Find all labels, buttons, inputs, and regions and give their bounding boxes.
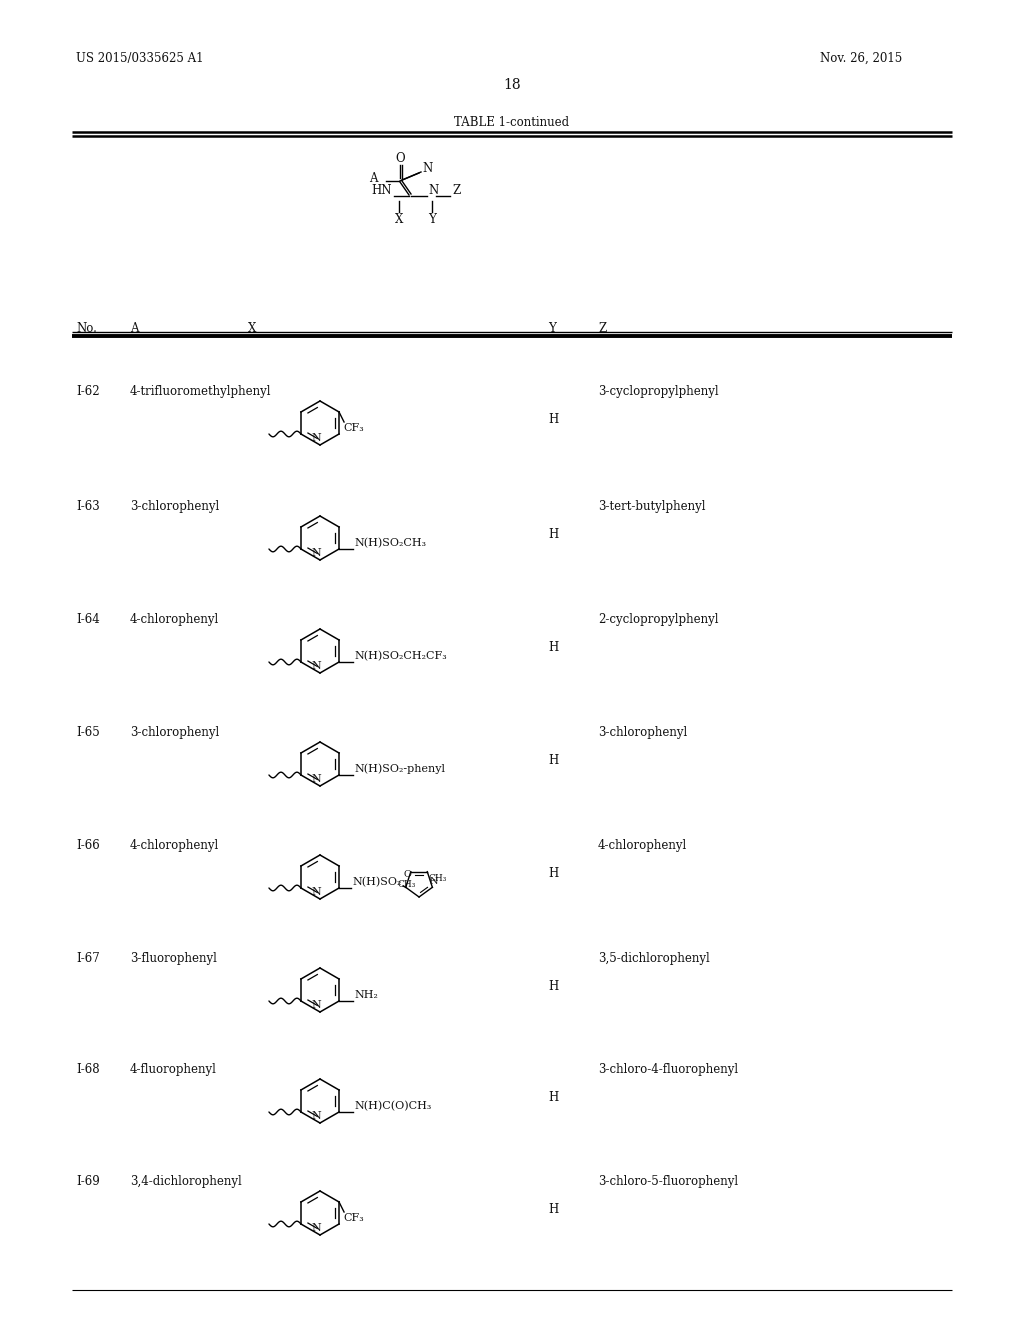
- Text: A: A: [130, 322, 138, 335]
- Text: I-66: I-66: [76, 840, 99, 851]
- Text: 3-chlorophenyl: 3-chlorophenyl: [130, 726, 219, 739]
- Text: Y: Y: [548, 322, 556, 335]
- Text: N: N: [422, 161, 432, 174]
- Text: I-65: I-65: [76, 726, 99, 739]
- Text: Z: Z: [452, 185, 460, 198]
- Text: Z: Z: [598, 322, 606, 335]
- Text: 3,4-dichlorophenyl: 3,4-dichlorophenyl: [130, 1175, 242, 1188]
- Text: H: H: [548, 1092, 558, 1104]
- Text: O: O: [395, 152, 404, 165]
- Text: 18: 18: [503, 78, 521, 92]
- Text: Nov. 26, 2015: Nov. 26, 2015: [820, 51, 902, 65]
- Text: 4-chlorophenyl: 4-chlorophenyl: [130, 612, 219, 626]
- Text: X: X: [395, 213, 403, 226]
- Text: O: O: [403, 870, 412, 879]
- Text: N: N: [428, 185, 438, 198]
- Text: 4-chlorophenyl: 4-chlorophenyl: [130, 840, 219, 851]
- Text: N(H)SO₂: N(H)SO₂: [352, 876, 401, 887]
- Text: I-69: I-69: [76, 1175, 99, 1188]
- Text: Y: Y: [428, 213, 436, 226]
- Text: A: A: [370, 172, 378, 185]
- Text: I-63: I-63: [76, 500, 99, 513]
- Text: N: N: [311, 887, 321, 898]
- Text: H: H: [548, 528, 558, 541]
- Text: 4-fluorophenyl: 4-fluorophenyl: [130, 1063, 217, 1076]
- Text: 3-chloro-5-fluorophenyl: 3-chloro-5-fluorophenyl: [598, 1175, 738, 1188]
- Text: 3,5-dichlorophenyl: 3,5-dichlorophenyl: [598, 952, 710, 965]
- Text: CH₃: CH₃: [428, 874, 446, 883]
- Text: I-67: I-67: [76, 952, 99, 965]
- Text: N(H)C(O)CH₃: N(H)C(O)CH₃: [354, 1101, 431, 1111]
- Text: 3-fluorophenyl: 3-fluorophenyl: [130, 952, 217, 965]
- Text: I-62: I-62: [76, 385, 99, 399]
- Text: N: N: [311, 548, 321, 558]
- Text: N: N: [311, 661, 321, 671]
- Text: 3-chlorophenyl: 3-chlorophenyl: [598, 726, 687, 739]
- Text: TABLE 1-continued: TABLE 1-continued: [455, 116, 569, 129]
- Text: N: N: [311, 1001, 321, 1010]
- Text: N(H)SO₂CH₃: N(H)SO₂CH₃: [354, 537, 426, 548]
- Text: 3-tert-butylphenyl: 3-tert-butylphenyl: [598, 500, 706, 513]
- Text: H: H: [548, 979, 558, 993]
- Text: 4-chlorophenyl: 4-chlorophenyl: [598, 840, 687, 851]
- Text: 4-trifluoromethylphenyl: 4-trifluoromethylphenyl: [130, 385, 271, 399]
- Text: H: H: [548, 413, 558, 426]
- Text: 3-chlorophenyl: 3-chlorophenyl: [130, 500, 219, 513]
- Text: I-64: I-64: [76, 612, 99, 626]
- Text: NH₂: NH₂: [354, 990, 378, 1001]
- Text: US 2015/0335625 A1: US 2015/0335625 A1: [76, 51, 204, 65]
- Text: X: X: [248, 322, 256, 335]
- Text: H: H: [548, 754, 558, 767]
- Text: H: H: [548, 1203, 558, 1216]
- Text: I-68: I-68: [76, 1063, 99, 1076]
- Text: 2-cyclopropylphenyl: 2-cyclopropylphenyl: [598, 612, 719, 626]
- Text: N: N: [311, 774, 321, 784]
- Text: No.: No.: [76, 322, 97, 335]
- Text: N: N: [311, 433, 321, 444]
- Text: HN: HN: [372, 185, 392, 198]
- Text: CF₃: CF₃: [343, 1213, 364, 1224]
- Text: H: H: [548, 642, 558, 653]
- Text: CH₃: CH₃: [397, 880, 416, 888]
- Text: 3-chloro-4-fluorophenyl: 3-chloro-4-fluorophenyl: [598, 1063, 738, 1076]
- Text: 3-cyclopropylphenyl: 3-cyclopropylphenyl: [598, 385, 719, 399]
- Text: N(H)SO₂-phenyl: N(H)SO₂-phenyl: [354, 764, 445, 775]
- Text: CF₃: CF₃: [343, 422, 364, 433]
- Text: N: N: [429, 876, 437, 886]
- Text: H: H: [548, 867, 558, 880]
- Text: N: N: [311, 1224, 321, 1233]
- Text: N(H)SO₂CH₂CF₃: N(H)SO₂CH₂CF₃: [354, 651, 446, 661]
- Text: N: N: [311, 1111, 321, 1121]
